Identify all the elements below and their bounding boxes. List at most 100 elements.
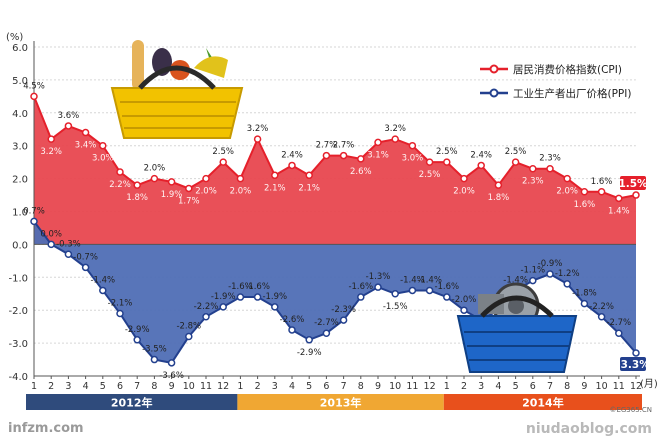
x-tick-label: 1 [444, 381, 450, 392]
ppi-point [460, 306, 468, 314]
ppi-data-label: -1.5% [383, 302, 408, 312]
axes-layer: 6.05.04.03.02.01.00.0-1.0-2.0-3.0-4.01 2 3… [8, 41, 642, 392]
legend-cpi-label: 居民消费价格指数(CPI) [513, 63, 622, 76]
ppi-point [305, 336, 313, 344]
cpi-point [202, 174, 210, 183]
ppi-point [236, 293, 245, 301]
cpi-point [167, 178, 176, 186]
footer-left-site: infzm.com [8, 421, 84, 436]
cpi-point [374, 138, 382, 147]
ppi-data-label: -2.7% [314, 318, 339, 328]
cpi-point [511, 158, 520, 166]
y-tick-label: 2.0 [12, 175, 28, 186]
y-tick-label: 6.0 [12, 43, 28, 54]
ppi-point [185, 332, 193, 341]
ppi-data-label: -2.9% [297, 348, 322, 358]
cpi-point [494, 181, 503, 189]
ppi-data-label: -2.1% [108, 298, 133, 308]
y-tick-label: -4.0 [8, 372, 28, 383]
food-basket-icon [110, 40, 244, 139]
ppi-point [64, 250, 73, 259]
cpi-data-label: 2.7% [333, 141, 355, 151]
cpi-point [322, 151, 331, 160]
x-tick-label: 2 [255, 381, 261, 392]
cpi-point [339, 151, 348, 160]
ppi-data-label: -1.6% [245, 282, 270, 292]
cpi-point [305, 171, 313, 180]
ppi-point [374, 283, 382, 291]
ppi-point [150, 355, 159, 364]
ppi-point [47, 240, 55, 249]
ppi-point [529, 276, 537, 285]
ppi-point [563, 280, 571, 288]
ppi-data-label: -1.9% [262, 292, 287, 302]
ppi-point [202, 313, 210, 321]
ppi-last-badge [620, 356, 646, 371]
ppi-data-label: -0.7% [73, 252, 98, 262]
cpi-data-label: 2.1% [264, 183, 286, 193]
ppi-point [339, 316, 348, 324]
cpi-point [632, 191, 640, 199]
cpi-point [99, 141, 107, 150]
cpi-data-label: 3.1% [367, 150, 389, 160]
x-tick-label: 2 [48, 381, 54, 392]
legend-cpi-marker [489, 64, 499, 74]
y-tick-label: -1.0 [8, 273, 28, 284]
ppi-point [615, 329, 623, 337]
cpi-data-label: 2.5% [505, 147, 527, 157]
ppi-data-label: -3.3% [616, 359, 650, 371]
x-tick-label: 1 [237, 381, 243, 392]
x-tick-label: 12 [217, 381, 229, 392]
cpi-data-label: 1.5% [618, 178, 648, 190]
cpi-data-label: 1.6% [591, 177, 613, 187]
x-tick-label: 8 [358, 381, 364, 392]
cpi-data-label: 2.3% [522, 177, 544, 187]
ppi-point [271, 303, 279, 311]
cpi-point [357, 155, 365, 163]
ppi-point [425, 286, 434, 295]
cpi-point [477, 161, 485, 170]
cpi-area [34, 96, 636, 245]
x-tick-label: 6 [117, 381, 123, 392]
x-tick-label: 5 [306, 381, 312, 392]
x-tick-label: 7 [547, 381, 553, 392]
cpi-data-label: 4.5% [23, 81, 45, 91]
x-tick-label: 8 [151, 381, 157, 392]
x-tick-label: 1 [31, 381, 37, 392]
x-tick-label: 10 [389, 381, 401, 392]
cpi-data-label: 3.6% [58, 111, 80, 121]
x-tick-label: 7 [134, 381, 140, 392]
cpi-data-label: 2.3% [539, 154, 561, 164]
x-tick-label: 6 [323, 381, 329, 392]
x-tick-label: 3 [272, 381, 278, 392]
cpi-point [408, 141, 417, 150]
cpi-data-label: 2.4% [470, 150, 492, 160]
ppi-data-label: -3.5% [142, 345, 167, 355]
ppi-point [167, 359, 176, 367]
x-tick-label: 10 [183, 381, 195, 392]
cpi-point [116, 168, 124, 176]
x-tick-label: 2 [461, 381, 467, 392]
cpi-data-label: 2.5% [212, 147, 234, 157]
ppi-data-label: -1.6% [228, 282, 253, 292]
ppi-point [288, 326, 296, 334]
x-tick-label: 8 [564, 381, 570, 392]
ppi-point [30, 217, 38, 226]
ppi-area [34, 221, 636, 363]
ppi-point [546, 270, 554, 278]
cpi-point [236, 174, 245, 183]
x-tick-label: 10 [596, 381, 608, 392]
ppi-data-label: -1.6% [348, 282, 373, 292]
ppi-point [443, 293, 451, 301]
x-tick-label: 4 [83, 381, 89, 392]
point-layer [30, 92, 640, 367]
y-tick-label: 3.0 [12, 142, 28, 153]
x-tick-label: 4 [495, 381, 501, 392]
ppi-point [253, 293, 262, 301]
cpi-data-label: 1.8% [488, 193, 510, 203]
cpi-data-label: 2.0% [230, 187, 252, 197]
legend-item-cpi: 居民消费价格指数(CPI) [480, 63, 622, 76]
ppi-data-label: -1.3% [366, 272, 391, 282]
cpi-point [580, 188, 589, 196]
ppi-data-label: -2.2% [589, 302, 614, 312]
